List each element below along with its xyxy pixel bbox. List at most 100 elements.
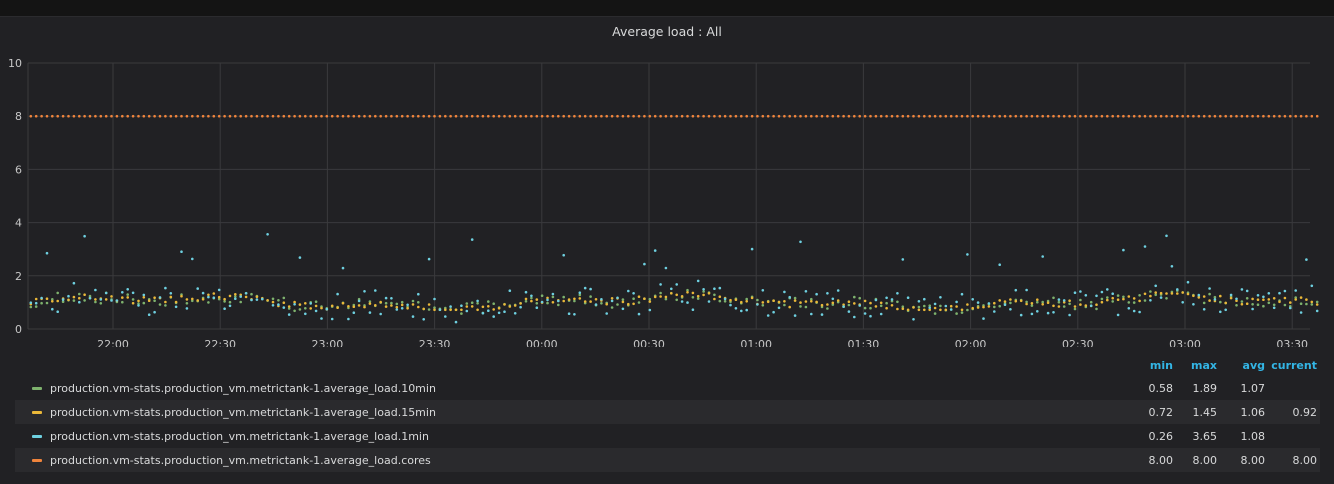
point-cores bbox=[34, 114, 38, 118]
legend-avg: 1.06 bbox=[1240, 406, 1266, 419]
point-10min bbox=[1138, 294, 1141, 297]
point-15min bbox=[492, 308, 496, 311]
point-10min bbox=[993, 305, 996, 309]
point-15min bbox=[879, 301, 883, 305]
point-cores bbox=[174, 114, 178, 118]
legend-series-name[interactable]: production.vm-stats.production_vm.metric… bbox=[50, 382, 436, 395]
point-1min bbox=[1041, 255, 1044, 258]
point-15min bbox=[1224, 301, 1227, 305]
point-1min bbox=[1165, 234, 1168, 238]
point-cores bbox=[330, 114, 334, 118]
point-15min bbox=[1294, 298, 1297, 301]
point-1min bbox=[347, 317, 350, 321]
point-10min bbox=[885, 301, 888, 305]
point-1min bbox=[993, 310, 996, 313]
legend-header-avg[interactable]: avg bbox=[1242, 359, 1265, 372]
point-15min bbox=[971, 306, 974, 310]
point-15min bbox=[1046, 301, 1050, 305]
point-1min bbox=[966, 253, 969, 256]
panel-title[interactable]: Average load : All bbox=[612, 24, 722, 39]
point-10min bbox=[282, 296, 286, 300]
point-15min bbox=[142, 296, 146, 299]
point-10min bbox=[1062, 305, 1066, 308]
point-15min bbox=[1154, 291, 1157, 294]
point-cores bbox=[255, 114, 259, 118]
point-10min bbox=[433, 306, 436, 310]
point-10min bbox=[664, 297, 668, 301]
point-1min bbox=[1100, 290, 1104, 294]
point-cores bbox=[675, 114, 678, 118]
point-15min bbox=[810, 300, 813, 303]
point-1min bbox=[1003, 303, 1007, 307]
point-15min bbox=[131, 301, 135, 305]
legend-header-current[interactable]: current bbox=[1271, 359, 1317, 372]
legend-item-cores[interactable]: production.vm-stats.production_vm.metric… bbox=[15, 448, 1320, 472]
point-cores bbox=[750, 114, 754, 118]
point-15min bbox=[271, 300, 275, 304]
point-10min bbox=[960, 311, 964, 314]
point-15min bbox=[470, 305, 474, 308]
point-10min bbox=[1106, 296, 1109, 299]
point-cores bbox=[842, 114, 845, 118]
point-10min bbox=[1111, 300, 1114, 303]
point-15min bbox=[390, 304, 393, 307]
point-15min bbox=[793, 299, 797, 302]
legend-item-15min[interactable]: production.vm-stats.production_vm.metric… bbox=[15, 400, 1320, 424]
legend-swatch-icon[interactable] bbox=[32, 435, 42, 438]
legend-avg: 1.08 bbox=[1240, 430, 1266, 443]
point-10min bbox=[1262, 304, 1265, 308]
legend-item-10min[interactable]: production.vm-stats.production_vm.metric… bbox=[15, 376, 1320, 400]
point-1min bbox=[610, 299, 614, 303]
point-1min bbox=[664, 266, 668, 270]
point-1min bbox=[788, 295, 791, 299]
point-1min bbox=[427, 257, 431, 261]
point-cores bbox=[395, 114, 399, 118]
point-1min bbox=[1095, 294, 1098, 298]
point-cores bbox=[217, 114, 221, 118]
point-cores bbox=[836, 114, 840, 118]
legend-series-name[interactable]: production.vm-stats.production_vm.metric… bbox=[50, 430, 429, 443]
point-cores bbox=[1073, 114, 1077, 118]
legend-item-1min[interactable]: production.vm-stats.production_vm.metric… bbox=[15, 424, 1320, 448]
point-10min bbox=[718, 299, 722, 303]
point-1min bbox=[239, 295, 242, 298]
point-15min bbox=[196, 299, 199, 302]
point-10min bbox=[966, 308, 969, 312]
point-1min bbox=[223, 307, 226, 311]
point-cores bbox=[1079, 114, 1082, 118]
point-1min bbox=[944, 304, 948, 308]
legend-min: 8.00 bbox=[1148, 454, 1174, 467]
point-10min bbox=[153, 299, 156, 303]
legend-swatch-icon[interactable] bbox=[32, 411, 42, 414]
point-10min bbox=[1068, 302, 1071, 306]
point-15min bbox=[126, 296, 129, 299]
graph-panel: Average load : All 0 2 4 6 8 10 22:00 22:30 23:… bbox=[0, 16, 1334, 484]
point-cores bbox=[266, 114, 269, 118]
point-15min bbox=[449, 308, 452, 312]
legend-swatch-icon[interactable] bbox=[32, 459, 42, 462]
point-1min bbox=[723, 297, 727, 301]
legend-header-max[interactable]: max bbox=[1191, 359, 1217, 372]
point-1min bbox=[104, 291, 108, 295]
point-15min bbox=[384, 305, 388, 308]
point-15min bbox=[1132, 297, 1136, 300]
point-cores bbox=[1197, 114, 1201, 118]
legend-series-name[interactable]: production.vm-stats.production_vm.metric… bbox=[50, 406, 436, 419]
point-cores bbox=[449, 114, 452, 118]
point-cores bbox=[874, 114, 878, 118]
legend-max: 1.89 bbox=[1192, 382, 1218, 395]
point-10min bbox=[99, 302, 103, 305]
point-cores bbox=[896, 114, 899, 118]
point-15min bbox=[83, 293, 86, 297]
point-10min bbox=[207, 301, 210, 304]
point-cores bbox=[766, 114, 770, 118]
point-1min bbox=[1143, 245, 1147, 248]
point-10min bbox=[1165, 297, 1168, 300]
point-15min bbox=[1186, 292, 1190, 296]
legend-current: 0.92 bbox=[1292, 406, 1318, 419]
legend-series-name[interactable]: production.vm-stats.production_vm.metric… bbox=[50, 454, 431, 467]
legend-swatch-icon[interactable] bbox=[32, 387, 42, 390]
point-10min bbox=[691, 296, 695, 299]
point-1min bbox=[928, 306, 931, 310]
legend-header-min[interactable]: min bbox=[1149, 359, 1173, 372]
